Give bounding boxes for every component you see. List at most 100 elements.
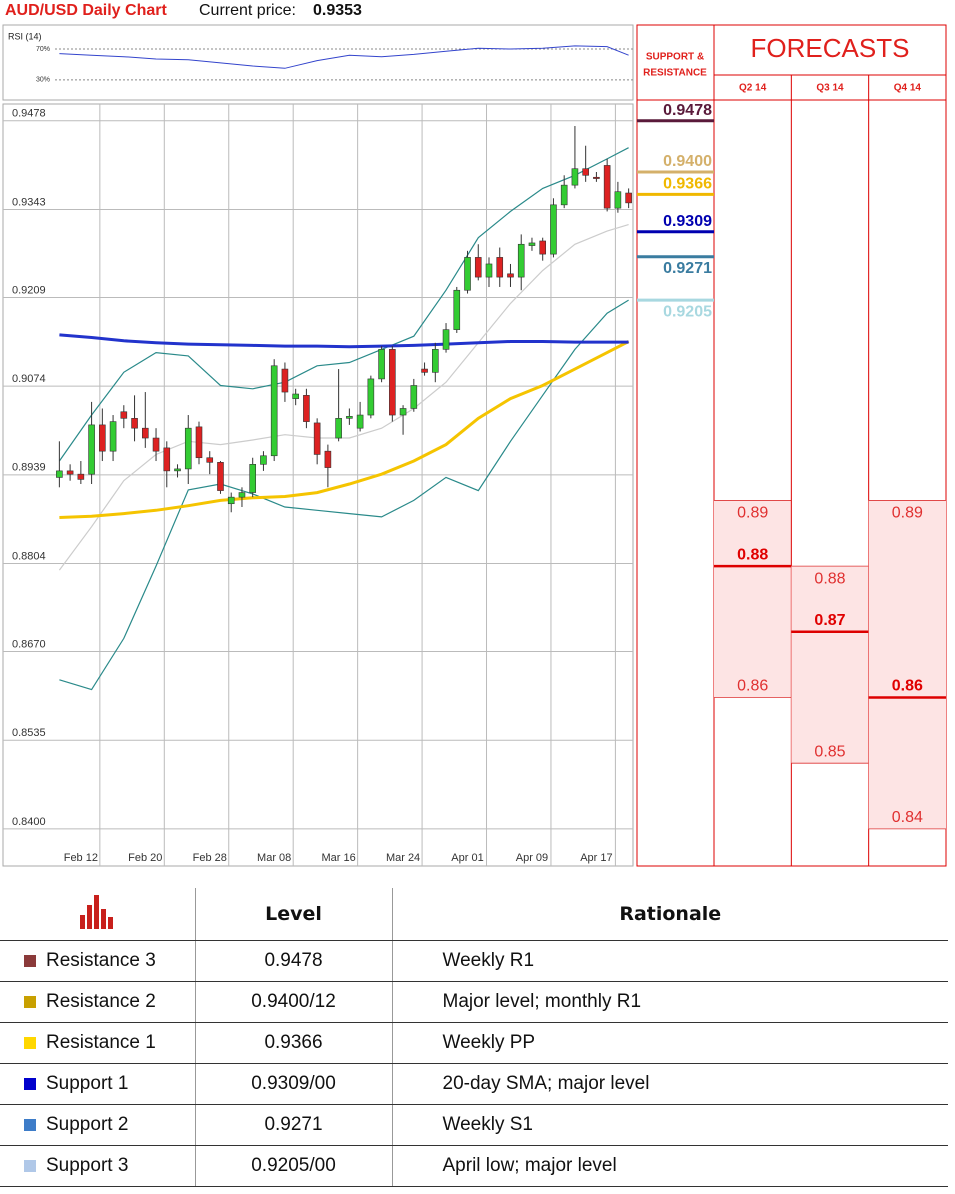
candle-body [485, 263, 493, 278]
x-tick-label: Feb 12 [64, 852, 98, 864]
rsi-tick-label: 30% [36, 77, 50, 84]
candle-body [539, 240, 547, 255]
candle-body [238, 492, 246, 498]
table-row: Support 1 0.9309/00 20-day SMA; major leve… [0, 1063, 948, 1105]
name-cell: Resistance 3 [0, 940, 195, 982]
y-tick-label: 0.9074 [12, 373, 46, 385]
candle-body [507, 273, 514, 278]
price-value: 0.9353 [313, 2, 362, 19]
candle-body [324, 450, 332, 468]
y-tick-label: 0.9343 [12, 196, 46, 208]
x-tick-label: Apr 17 [580, 852, 612, 864]
table-row: Resistance 2 0.9400/12 Major level; monthl… [0, 981, 948, 1023]
column-header: Rationale [391, 888, 948, 941]
level-name: Support 3 [46, 1155, 129, 1176]
level-name: Resistance 2 [46, 991, 156, 1012]
candle-body [260, 455, 267, 465]
y-tick-label: 0.8804 [12, 550, 46, 562]
name-cell: Support 1 [0, 1063, 195, 1105]
table-row: Resistance 3 0.9478 Weekly R1 [0, 940, 948, 982]
candle-body [303, 395, 310, 422]
level-label: 0.9309 [663, 213, 712, 230]
rationale-cell: Weekly S1 [391, 1104, 948, 1146]
level-label: 0.9366 [663, 176, 712, 193]
x-tick-label: Feb 20 [128, 852, 162, 864]
candle-body [442, 329, 450, 350]
y-tick-label: 0.8400 [12, 816, 46, 828]
candle-body [378, 349, 385, 380]
rationale-cell: Weekly PP [391, 1022, 948, 1064]
level-name: Resistance 1 [46, 1032, 156, 1053]
forecast-label: 0.87 [814, 612, 845, 629]
candle-body [292, 393, 299, 399]
candle-body [163, 447, 171, 472]
name-cell: Support 2 [0, 1104, 195, 1146]
forecast-range [791, 566, 869, 764]
candle-body [335, 418, 342, 439]
candle-body [593, 176, 600, 179]
level-label: 0.9205 [663, 303, 712, 320]
table-row: Resistance 1 0.9366 Weekly PP [0, 1022, 948, 1064]
candle-body [421, 368, 428, 373]
candle-body [99, 424, 106, 452]
overlay-line [59, 299, 629, 691]
rationale-cell: 20-day SMA; major level [391, 1063, 948, 1105]
candle-body [496, 257, 504, 278]
level-label: 0.9271 [663, 260, 712, 277]
levels-title: RESISTANCE [643, 68, 707, 79]
level-name: Support 1 [46, 1073, 129, 1094]
quarter-label: Q4 14 [894, 83, 922, 94]
forecast-label: 0.89 [737, 505, 768, 522]
candle-body [550, 204, 557, 255]
candle-body [56, 470, 63, 478]
x-tick-label: Apr 09 [516, 852, 548, 864]
quarter-label: Q2 14 [739, 83, 767, 94]
candle-body [88, 424, 95, 475]
y-tick-label: 0.8670 [12, 638, 46, 650]
level-label: 0.9478 [663, 102, 712, 119]
forecast-label: 0.86 [892, 678, 923, 695]
candle-body [249, 464, 257, 493]
forecast-label: 0.89 [892, 505, 923, 522]
y-tick-label: 0.8939 [12, 462, 46, 474]
candle-body [184, 427, 192, 470]
swatch [24, 1036, 36, 1049]
candle-body [131, 418, 138, 429]
name-cell: Support 3 [0, 1145, 195, 1187]
candle-body [453, 289, 461, 330]
y-tick-label: 0.9209 [12, 284, 46, 296]
column-header: Level [194, 888, 392, 941]
candle-body [474, 257, 482, 278]
forecast-title: FORECASTS [751, 33, 910, 63]
candle-body [152, 437, 160, 452]
x-tick-label: Apr 01 [451, 852, 483, 864]
level-label: 0.9400 [663, 153, 712, 170]
candle-body [603, 165, 611, 209]
forecast-frame [713, 24, 947, 867]
level-name: Support 2 [46, 1114, 129, 1135]
candle-body [227, 496, 235, 505]
candle-body [141, 427, 149, 439]
candle-body [560, 184, 568, 206]
candle-body [217, 462, 224, 491]
level-cell: 0.9309/00 [194, 1063, 392, 1105]
candle-body [571, 168, 579, 186]
candle-body [625, 192, 632, 204]
overlay-line [59, 340, 630, 519]
forecast-range [714, 500, 792, 698]
candle-body [356, 414, 364, 429]
candle-body [517, 243, 525, 278]
y-tick-label: 0.8535 [12, 727, 46, 739]
swatch [24, 954, 36, 967]
rsi-title: RSI (14) [8, 31, 42, 41]
candle-body [399, 408, 407, 416]
level-cell: 0.9478 [194, 940, 392, 982]
rationale-cell: April low; major level [391, 1145, 948, 1187]
forecast-label: 0.86 [737, 678, 768, 695]
level-name: Resistance 3 [46, 950, 156, 971]
chart-frame [2, 103, 634, 867]
swatch [24, 1077, 36, 1090]
candle-body [389, 349, 396, 416]
candle-body [528, 242, 536, 246]
candle-body [367, 378, 375, 416]
